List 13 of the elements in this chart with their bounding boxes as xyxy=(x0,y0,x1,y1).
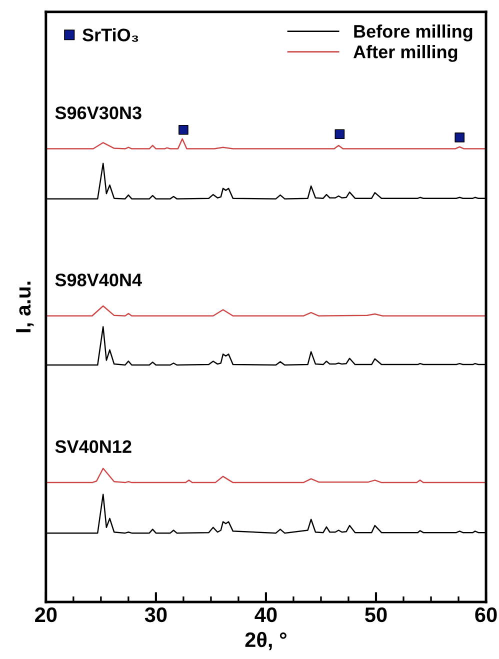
x-axis-title: 2θ, ° xyxy=(245,632,286,650)
annotation: S98V40N4 xyxy=(55,274,142,286)
text: S96V30N3 xyxy=(55,106,142,120)
x-tick-label: 50 xyxy=(365,607,387,622)
y-axis-title: I, a.u. xyxy=(16,282,34,332)
annotation: SV40N12 xyxy=(55,440,132,454)
x-tick-label: 40 xyxy=(254,607,277,622)
x-tick-label: 20 xyxy=(35,607,57,622)
x-tick-label: 60 xyxy=(475,607,497,622)
legend-label: SrTiO₃ xyxy=(82,28,138,42)
legend-label: After milling xyxy=(353,45,458,62)
x-tick-label: 30 xyxy=(144,607,167,622)
legend-label: Before milling xyxy=(354,24,472,42)
